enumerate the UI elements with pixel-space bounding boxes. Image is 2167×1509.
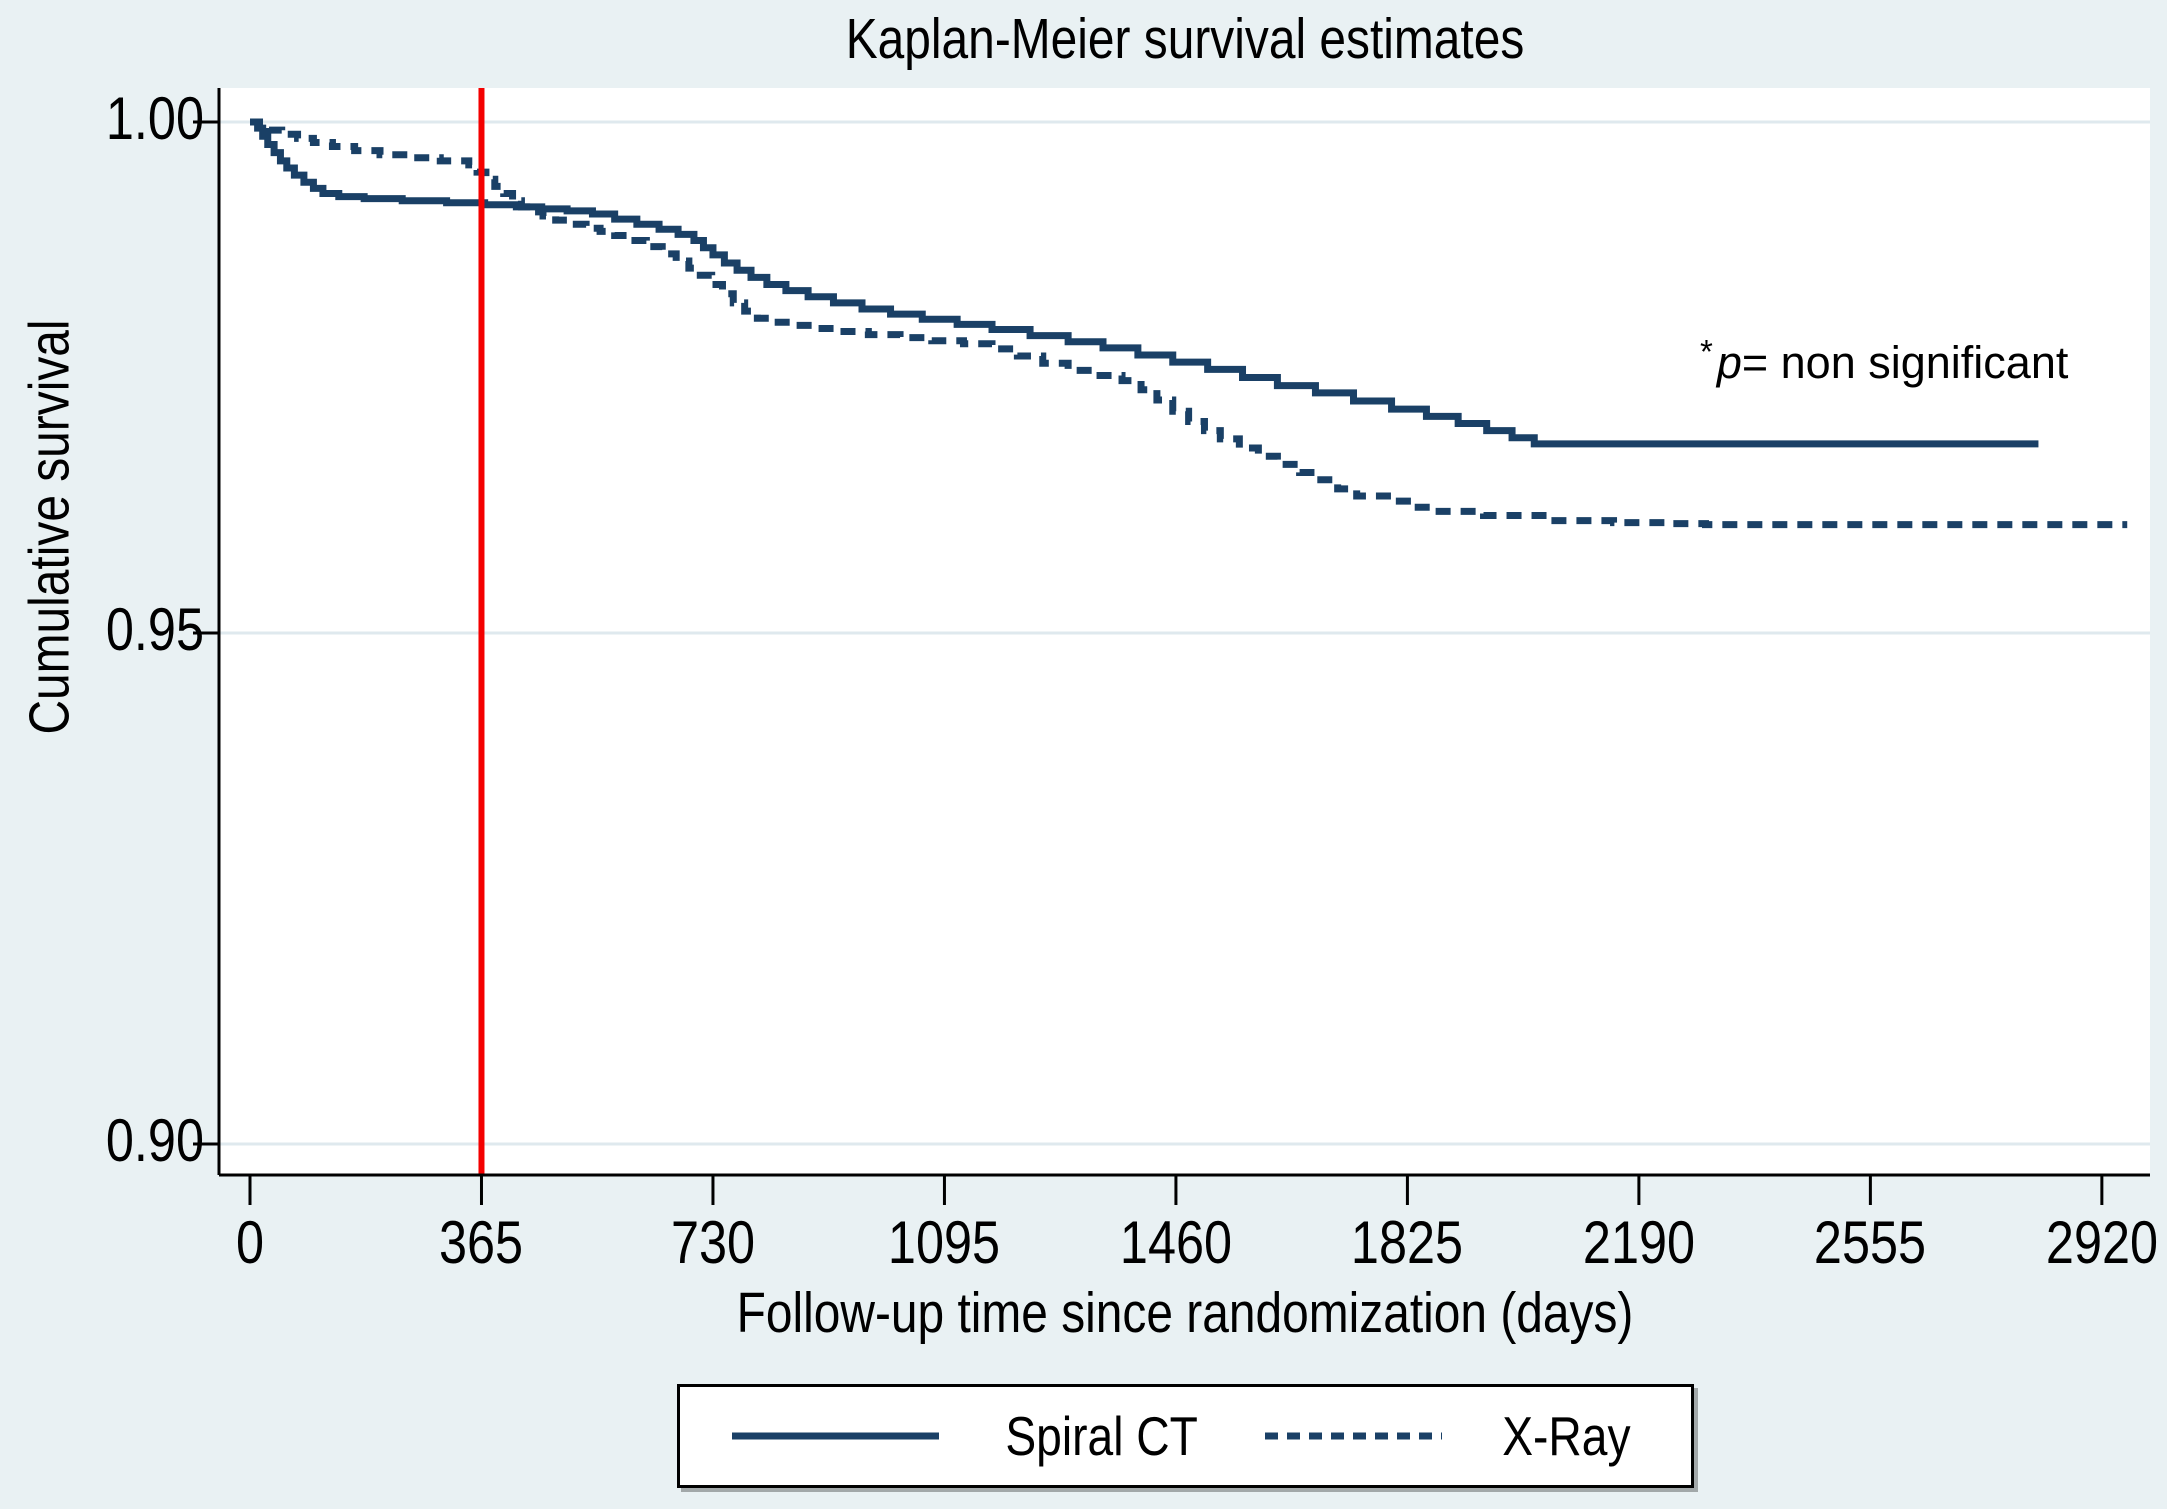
annotation-text: = non significant	[1741, 337, 2069, 388]
legend-solid-line-sample	[732, 1432, 940, 1440]
x-tick-label-0: 0	[235, 1209, 265, 1276]
y-tick-label-0.95: 0.95	[105, 596, 204, 663]
legend-label-spiral-ct: Spiral CT	[1005, 1405, 1199, 1467]
x-tick-label-730: 730	[670, 1209, 755, 1276]
x-tick-label-365: 365	[439, 1209, 524, 1276]
annotation-p: p	[1716, 337, 1742, 388]
curve-x-ray	[250, 118, 2128, 529]
x-tick-label-1825: 1825	[1351, 1209, 1464, 1276]
chart-title: Kaplan-Meier survival estimates	[845, 7, 1525, 71]
curve-spiral-ct	[250, 118, 2039, 448]
x-tick-label-2190: 2190	[1582, 1209, 1695, 1276]
x-tick-label-1460: 1460	[1119, 1209, 1232, 1276]
legend-label-xray: X-Ray	[1501, 1405, 1631, 1467]
y-tick-label-0.90: 0.90	[105, 1107, 204, 1174]
x-tick-label-2920: 2920	[2045, 1209, 2158, 1276]
annotation-asterisk: *	[1700, 333, 1713, 370]
x-tick-label-2555: 2555	[1814, 1209, 1927, 1276]
legend: Spiral CT X-Ray	[677, 1384, 1694, 1488]
legend-dashed-line-sample	[1264, 1432, 1442, 1440]
y-tick-label-1.00: 1.00	[105, 85, 204, 152]
x-axis-title: Follow-up time since randomization (days…	[736, 1281, 1634, 1345]
x-tick-label-1095: 1095	[888, 1209, 1001, 1276]
p-value-annotation: *p= non significant	[1700, 333, 2069, 388]
y-axis-title: Cumulative survival	[17, 319, 82, 735]
